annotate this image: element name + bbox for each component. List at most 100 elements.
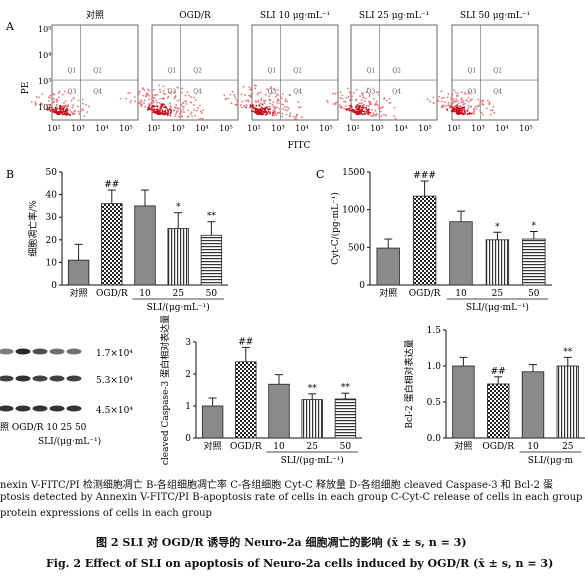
flow-event-dot bbox=[362, 92, 364, 95]
flow-event-dot bbox=[275, 113, 278, 116]
blot-x-label: SLI/(μg·mL⁻¹) bbox=[38, 436, 101, 447]
flow-event-dot bbox=[155, 99, 158, 102]
flow-event-dot bbox=[264, 99, 267, 102]
flow-event-dot bbox=[482, 114, 485, 116]
flow-event-dot bbox=[197, 106, 200, 109]
flow-event-dot bbox=[235, 103, 238, 106]
flow-event-dot bbox=[457, 92, 459, 95]
flow-event-dot bbox=[148, 103, 151, 105]
flow-event-dot bbox=[231, 90, 234, 93]
flow-event-dot bbox=[375, 112, 378, 115]
flow-event-dot bbox=[488, 103, 491, 106]
blot-band bbox=[0, 405, 14, 412]
flow-event-dot bbox=[368, 108, 370, 111]
flow-event-dot bbox=[339, 91, 342, 94]
flow-event-dot bbox=[367, 110, 370, 113]
flow-event-dot bbox=[250, 93, 252, 96]
flow-event-dot bbox=[237, 90, 240, 93]
flow-event-dot bbox=[164, 93, 166, 96]
flow-x-tick: 10⁴ bbox=[95, 124, 108, 133]
flow-event-dot bbox=[74, 109, 76, 112]
flow-event-dot bbox=[264, 107, 267, 110]
bar bbox=[101, 203, 123, 286]
flow-event-dot bbox=[156, 108, 159, 111]
bar bbox=[334, 398, 357, 439]
flow-event-dot bbox=[358, 104, 361, 107]
flow-event-dot bbox=[263, 102, 266, 104]
flow-event-dot bbox=[66, 108, 69, 111]
flow-event-dot bbox=[174, 115, 177, 118]
flow-event-dot bbox=[258, 111, 260, 114]
bar bbox=[376, 247, 400, 286]
flow-event-dot bbox=[358, 110, 361, 113]
flow-event-dot bbox=[62, 110, 65, 113]
flow-event-dot bbox=[270, 91, 273, 94]
flow-event-dot bbox=[167, 109, 170, 112]
flow-event-dot bbox=[255, 109, 257, 112]
flow-event-dot bbox=[67, 105, 70, 108]
flow-event-dot bbox=[150, 106, 153, 109]
flow-event-dot bbox=[462, 103, 464, 106]
flow-event-dot bbox=[451, 93, 454, 96]
flow-event-dot bbox=[461, 109, 464, 112]
flow-event-dot bbox=[159, 109, 161, 112]
flow-event-dot bbox=[365, 91, 368, 93]
flow-event-dot bbox=[365, 108, 368, 111]
flow-event-dot bbox=[479, 100, 482, 103]
flow-event-dot bbox=[259, 113, 262, 116]
x-tick-label: OGD/R bbox=[482, 442, 514, 452]
blot-band bbox=[32, 405, 48, 412]
flow-event-dot bbox=[139, 103, 142, 106]
flow-event-dot bbox=[355, 112, 358, 115]
flow-event-dot bbox=[267, 110, 270, 113]
flow-event-dot bbox=[276, 88, 279, 91]
figure-title-en: Fig. 2 Effect of SLI on apoptosis of Neu… bbox=[46, 557, 554, 570]
flow-event-dot bbox=[356, 108, 359, 111]
significance-mark: ** bbox=[563, 347, 573, 357]
flow-event-dot bbox=[376, 91, 378, 94]
flow-x-tick: 10⁵ bbox=[519, 124, 532, 133]
flow-x-tick: 10² bbox=[447, 124, 460, 133]
flow-event-dot bbox=[49, 109, 52, 112]
flow-event-dot bbox=[279, 101, 282, 104]
x-tick-label: 25 bbox=[492, 289, 504, 299]
flow-event-dot bbox=[201, 117, 204, 120]
flow-event-dot bbox=[274, 114, 276, 117]
significance-mark: * bbox=[176, 203, 181, 213]
flow-event-dot bbox=[148, 94, 151, 97]
flow-quad-label: Q1 bbox=[267, 68, 276, 75]
x-tick-label: 对照 bbox=[379, 287, 397, 299]
flow-event-dot bbox=[466, 109, 468, 112]
flow-event-dot bbox=[159, 107, 162, 110]
flow-x-tick: 10² bbox=[346, 124, 359, 133]
flow-event-dot bbox=[385, 114, 387, 117]
flow-event-dot bbox=[240, 93, 243, 96]
flow-event-dot bbox=[130, 99, 133, 102]
flow-event-dot bbox=[251, 92, 254, 94]
flow-event-dot bbox=[168, 108, 171, 111]
flow-event-dot bbox=[247, 100, 250, 103]
flow-event-dot bbox=[68, 113, 71, 116]
flow-event-dot bbox=[143, 102, 145, 104]
x-axis-title: SLI/(μg·mL⁻¹) bbox=[147, 302, 210, 313]
flow-event-dot bbox=[362, 106, 365, 109]
flow-quad-label: Q4 bbox=[493, 88, 502, 95]
y-tick-label: 2 bbox=[185, 370, 191, 380]
flow-event-dot bbox=[473, 113, 475, 115]
flow-event-dot bbox=[429, 100, 432, 103]
flow-event-dot bbox=[368, 105, 370, 107]
flow-quad-label: Q2 bbox=[293, 68, 302, 75]
flow-event-dot bbox=[326, 99, 328, 102]
flow-event-dot bbox=[461, 106, 464, 109]
significance-mark: ### bbox=[413, 171, 436, 181]
flow-event-dot bbox=[350, 93, 353, 96]
blot-band bbox=[15, 348, 31, 355]
flow-event-dot bbox=[41, 93, 44, 95]
flow-event-dot bbox=[158, 102, 161, 104]
flow-event-dot bbox=[467, 92, 469, 95]
flow-plot-frame bbox=[151, 24, 239, 121]
flow-event-dot bbox=[355, 105, 358, 108]
flow-plot-frame bbox=[51, 24, 139, 121]
flow-event-dot bbox=[152, 99, 155, 102]
flow-x-tick: 10³ bbox=[171, 124, 184, 133]
